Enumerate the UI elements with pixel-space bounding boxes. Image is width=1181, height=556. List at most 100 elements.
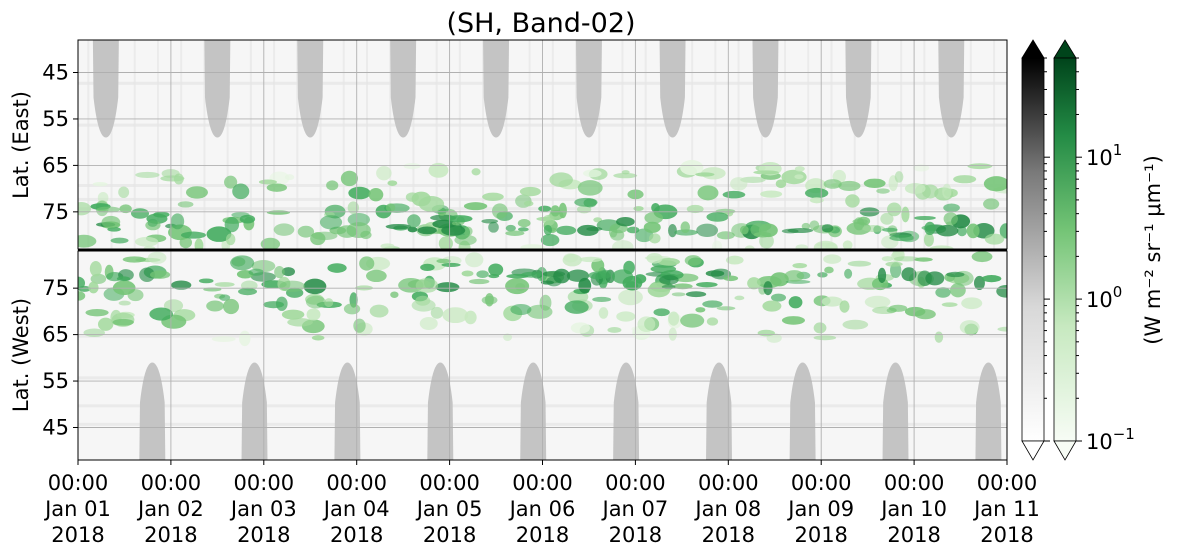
aurora-emission (913, 164, 930, 172)
background-seam (1016, 40, 1018, 460)
aurora-emission (273, 223, 295, 236)
aurora-emission (823, 179, 842, 189)
aurora-emission (996, 284, 1007, 298)
aurora-emission (889, 234, 915, 242)
aurora-emission (519, 186, 541, 197)
aurora-emission (347, 201, 360, 215)
aurora-emission (809, 220, 820, 231)
aurora-emission (287, 318, 313, 327)
aurora-emission (170, 213, 185, 230)
x-tick-label-time: 00:00 (141, 471, 202, 495)
aurora-emission (983, 176, 1007, 192)
upper-daylight-mask (204, 40, 231, 138)
aurora-emission (740, 225, 749, 235)
aurora-emission (576, 205, 592, 214)
background-seam (691, 40, 694, 249)
aurora-emission (311, 335, 325, 341)
background-seam (226, 40, 229, 249)
aurora-emission (956, 226, 968, 237)
aurora-emission (804, 187, 829, 199)
aurora-emission (924, 221, 936, 236)
aurora-emission (684, 255, 702, 266)
background-seam (784, 40, 787, 249)
aurora-emission (505, 278, 530, 295)
background-seam (110, 40, 113, 249)
aurora-emission (542, 214, 555, 226)
aurora-emission (223, 298, 240, 315)
aurora-emission (147, 218, 158, 227)
aurora-emission (206, 226, 232, 242)
upper-y-tick-label: 65 (42, 153, 69, 177)
aurora-emission (419, 317, 438, 330)
aurora-emission (543, 224, 553, 236)
aurora-emission (303, 278, 327, 295)
lower-y-tick-label: 65 (42, 323, 69, 347)
aurora-emission (149, 307, 173, 321)
aurora-emission (702, 300, 723, 308)
colorbar-green-extend-min (1053, 440, 1077, 461)
aurora-emission (97, 317, 114, 331)
aurora-emission (943, 203, 960, 213)
aurora-emission (668, 223, 677, 238)
aurora-emission (415, 295, 431, 306)
aurora-emission (577, 180, 603, 196)
upper-y-axis-label: Lat. (East) (9, 91, 33, 199)
aurora-emission (695, 172, 715, 177)
upper-plot-frame (77, 39, 1008, 250)
aurora-emission (348, 186, 371, 200)
aurora-emission (562, 253, 582, 267)
aurora-emission (904, 306, 926, 317)
x-tick-label-date: Jan 02 (136, 497, 204, 521)
chart-title: (SH, Band-02) (446, 8, 635, 39)
background-seam (946, 40, 949, 249)
background-seam (923, 40, 926, 249)
aurora-emission (794, 174, 804, 180)
aurora-emission (442, 307, 469, 324)
aurora-emission (921, 184, 939, 199)
colorbar-tick-label: 10−1 (1086, 425, 1135, 454)
aurora-emission (845, 194, 860, 208)
aurora-emission (85, 309, 109, 317)
lower-daylight-mask (334, 362, 361, 460)
aurora-emission (160, 175, 185, 182)
aurora-emission (177, 201, 194, 208)
aurora-emission (248, 268, 264, 276)
aurora-emission (686, 204, 704, 214)
aurora-emission (471, 168, 481, 176)
aurora-emission (92, 181, 108, 187)
background-seam (993, 40, 996, 249)
aurora-emission (882, 227, 898, 232)
aurora-emission (441, 262, 461, 267)
x-tick-label-date: Jan 07 (601, 497, 669, 521)
aurora-emission (795, 244, 809, 249)
aurora-emission (730, 177, 748, 191)
lower-y-axis-label: Lat. (West) (9, 298, 33, 412)
background-seam (342, 40, 345, 249)
aurora-emission (88, 281, 99, 294)
aurora-emission (697, 185, 719, 201)
aurora-emission (680, 313, 705, 328)
background-seam (969, 40, 972, 249)
background-seam (551, 40, 554, 249)
background-seam (644, 40, 647, 249)
background-seam (760, 40, 763, 249)
aurora-emission (753, 231, 772, 238)
aurora-emission (238, 287, 258, 296)
lower-daylight-mask (241, 362, 268, 460)
lower-daylight-mask (882, 362, 909, 460)
aurora-emission (556, 225, 577, 236)
upper-daylight-mask (297, 40, 324, 138)
aurora-emission (762, 300, 782, 312)
background-seam (365, 40, 368, 249)
aurora-emission (135, 171, 160, 178)
aurora-emission (116, 276, 131, 282)
background-seam (807, 40, 810, 249)
x-tick-label-date: Jan 06 (508, 497, 576, 521)
x-tick-label-time: 00:00 (791, 471, 852, 495)
aurora-emission (646, 253, 663, 264)
x-tick-label-date: Jan 11 (972, 497, 1040, 521)
lower-daylight-mask (139, 362, 166, 460)
background-seam (621, 40, 624, 249)
aurora-emission (110, 237, 129, 244)
